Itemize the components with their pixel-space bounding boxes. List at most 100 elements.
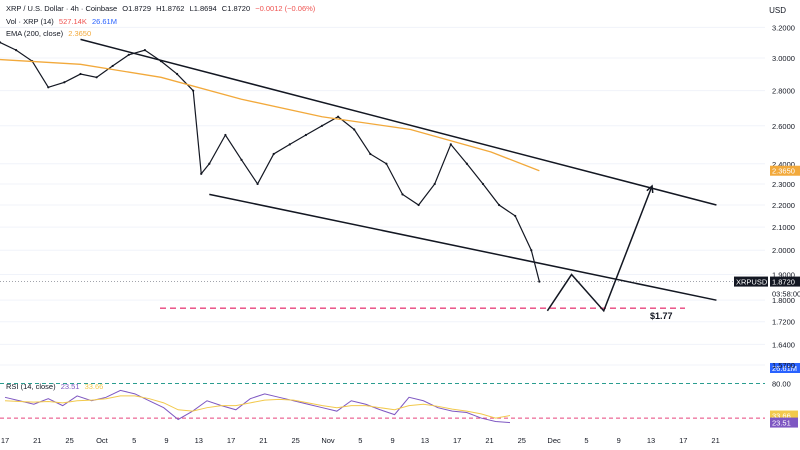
price-point: [514, 214, 517, 218]
price-y-axis: 3.2000 3.0000 2.8000 2.6000 2.4000 2.3000 2.20…: [772, 23, 795, 370]
price-tag-text: 1.8720: [772, 278, 795, 287]
price-point: [465, 162, 468, 165]
ohlc-open: O1.8729: [122, 4, 152, 13]
rsi-series-line: [4, 395, 511, 419]
price-point: [79, 72, 82, 76]
price-grid: [0, 26, 765, 366]
price-point: [433, 182, 436, 186]
x-tick-label: 13: [421, 436, 429, 445]
x-tick-label: 13: [647, 436, 655, 445]
rsi-value-2: 33.66: [84, 382, 104, 391]
y-tick-label: 1.7200: [772, 318, 795, 327]
rsi-tag: [770, 417, 798, 428]
price-point: [192, 89, 195, 92]
y-tick-label: 2.0000: [772, 246, 795, 255]
y-tick-label: 2.6000: [772, 122, 795, 131]
projection-path: [546, 185, 653, 313]
price-tag-text: 2.3650: [772, 167, 795, 176]
y-tick-label: 1.8000: [772, 296, 795, 305]
upper-trendline: [80, 38, 717, 206]
x-tick-label: 9: [164, 436, 168, 445]
x-tick-label: Oct: [96, 436, 109, 445]
price-point: [127, 53, 130, 56]
price-point: [385, 162, 388, 165]
price-point: [481, 182, 485, 186]
x-tick-label: 17: [1, 436, 9, 445]
price-point: [0, 41, 2, 44]
volume-label[interactable]: Vol · XRP (14): [6, 17, 54, 26]
x-tick-label: Nov: [321, 436, 335, 445]
price-tag: [734, 276, 768, 287]
y-tick-label: 1.5700: [772, 361, 795, 370]
volume-tag: [770, 363, 800, 373]
ema-value: 2.3650: [68, 29, 92, 38]
rsi-value-1: 23.51: [60, 382, 80, 391]
price-point: [288, 143, 291, 146]
price-point: [111, 64, 114, 68]
time-x-axis: 17 21 25 Oct 5 9 13 17 21 25 Nov 5 9 13 17 21 25 Dec 5 9 13 1…: [1, 436, 720, 445]
rsi-header: RSI (14, close) 23.51 33.66: [6, 382, 106, 391]
volume-value-2: 26.61M: [91, 17, 117, 26]
ohlc-high: H1.8762: [156, 4, 185, 13]
price-point: [143, 49, 146, 52]
currency-label: USD: [769, 6, 786, 15]
price-point: [256, 182, 259, 186]
price-point: [176, 72, 179, 76]
x-tick-label: 9: [391, 436, 395, 445]
projection-arrowhead: [646, 184, 654, 194]
chart-header-line-2: Vol · XRP (14) 527.14K 26.61M: [6, 17, 120, 26]
volume-value-1: 527.14K: [58, 17, 87, 26]
rsi-tag: [770, 410, 798, 421]
volume-tag-text: 26.61M: [772, 364, 797, 373]
y-tick-label: 2.1000: [772, 223, 795, 232]
y-tick-label: 2.4000: [772, 160, 795, 169]
price-tag: [770, 276, 800, 287]
trendlines: $1.77: [80, 38, 717, 321]
price-point: [200, 172, 203, 175]
ohlc-close: C1.8720: [221, 4, 251, 13]
volume-bars: 26.61M: [770, 363, 800, 373]
rsi-label[interactable]: RSI (14, close): [6, 382, 56, 391]
x-tick-label: 21: [259, 436, 267, 445]
y-tick-label: 1.9000: [772, 271, 795, 280]
price-point: [449, 143, 452, 146]
price-point: [417, 203, 420, 207]
y-tick-label: 2.8000: [772, 87, 795, 96]
price-lines: [0, 41, 765, 283]
price-point: [272, 152, 275, 156]
ohlc-change: −0.0012 (−0.06%): [255, 4, 316, 13]
target-price-label: $1.77: [650, 311, 673, 321]
y-tick-label: 2.2000: [772, 201, 795, 210]
x-tick-label: 21: [485, 436, 493, 445]
x-tick-label: Dec: [547, 436, 561, 445]
price-point: [337, 115, 340, 118]
chart-header-line-1: XRP / U.S. Dollar · 4h · Coinbase O1.872…: [6, 4, 318, 13]
price-point: [15, 49, 18, 52]
lower-trendline: [209, 193, 717, 301]
price-point: [320, 124, 324, 127]
x-tick-label: 5: [358, 436, 362, 445]
x-tick-label: 13: [195, 436, 203, 445]
x-tick-label: 17: [453, 436, 461, 445]
ema-label[interactable]: EMA (200, close): [6, 29, 64, 38]
x-tick-label: 25: [292, 436, 300, 445]
y-tick-label: 3.2000: [772, 23, 795, 32]
price-point: [208, 162, 211, 165]
price-labels: 2.3650 XRPUSD 1.8720 03:58:00: [734, 165, 800, 298]
ohlc-low: L1.8694: [189, 4, 217, 13]
price-point: [530, 249, 533, 252]
symbol-title[interactable]: XRP / U.S. Dollar · 4h · Coinbase: [6, 4, 118, 13]
price-point: [538, 280, 541, 283]
x-tick-label: 21: [33, 436, 41, 445]
x-tick-label: 17: [227, 436, 235, 445]
ema-series-line: [0, 58, 540, 172]
price-point: [95, 76, 98, 79]
price-series-line: [0, 41, 540, 282]
x-tick-label: 5: [132, 436, 136, 445]
y-tick-label: 1.6400: [772, 340, 795, 349]
price-tag-text: XRPUSD: [736, 278, 768, 287]
y-tick-label: 3.0000: [772, 54, 795, 63]
x-tick-label: 21: [711, 436, 719, 445]
